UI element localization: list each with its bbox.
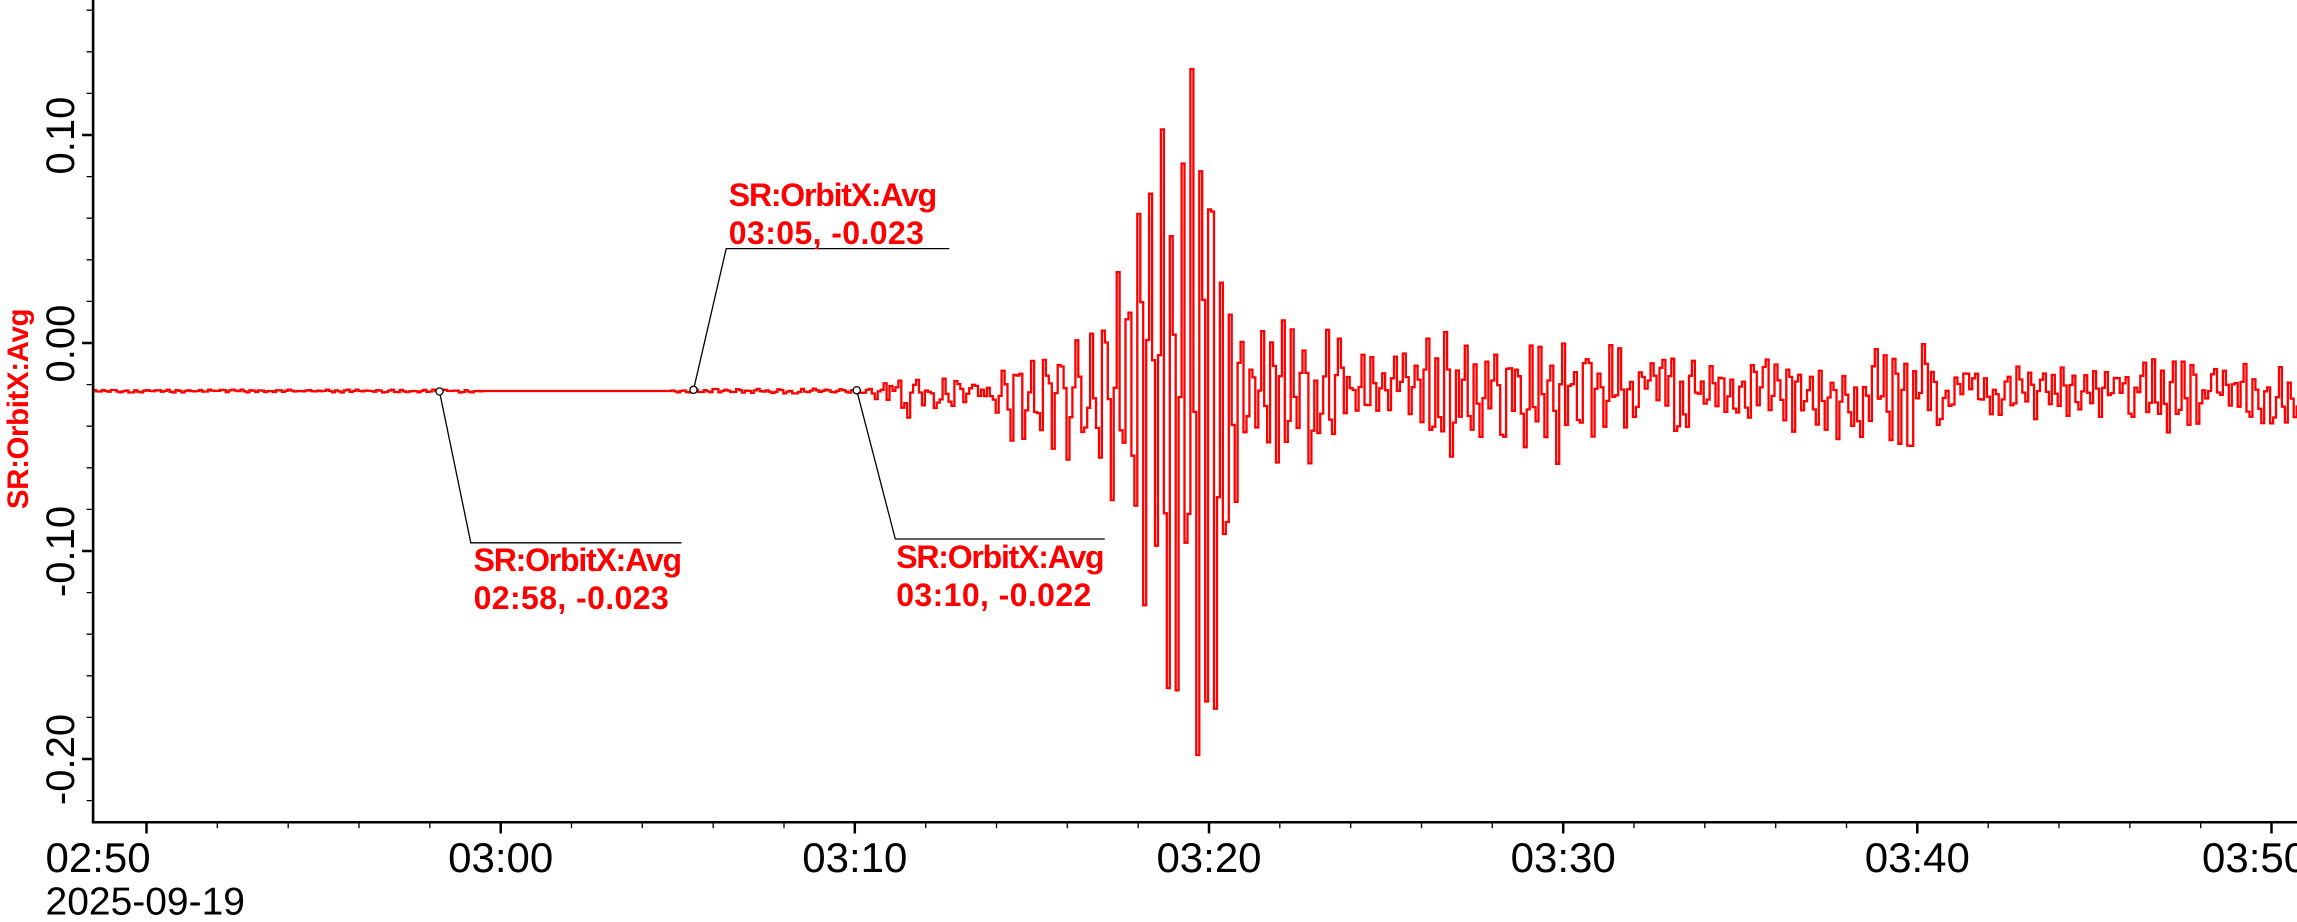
- svg-text:0.00: 0.00: [39, 305, 83, 383]
- svg-text:SR:OrbitX:Avg: SR:OrbitX:Avg: [2, 309, 35, 509]
- svg-text:02:58, -0.023: 02:58, -0.023: [474, 580, 670, 616]
- svg-text:0.10: 0.10: [39, 97, 83, 175]
- svg-text:-0.20: -0.20: [39, 714, 83, 805]
- svg-text:03:10: 03:10: [802, 834, 907, 881]
- svg-text:02:50: 02:50: [46, 834, 151, 881]
- svg-text:SR:OrbitX:Avg: SR:OrbitX:Avg: [474, 542, 681, 578]
- svg-text:03:30: 03:30: [1511, 834, 1616, 881]
- svg-text:03:10, -0.022: 03:10, -0.022: [896, 577, 1092, 613]
- svg-text:03:00: 03:00: [448, 834, 553, 881]
- svg-text:SR:OrbitX:Avg: SR:OrbitX:Avg: [896, 539, 1103, 575]
- svg-text:03:20: 03:20: [1156, 834, 1261, 881]
- svg-text:SR:OrbitX:Avg: SR:OrbitX:Avg: [729, 177, 936, 213]
- svg-text:03:40: 03:40: [1865, 834, 1970, 881]
- svg-text:2025-09-19: 2025-09-19: [46, 881, 246, 922]
- svg-text:03:05, -0.023: 03:05, -0.023: [729, 215, 925, 251]
- svg-text:-0.10: -0.10: [39, 506, 83, 597]
- svg-text:03:50: 03:50: [2202, 834, 2297, 881]
